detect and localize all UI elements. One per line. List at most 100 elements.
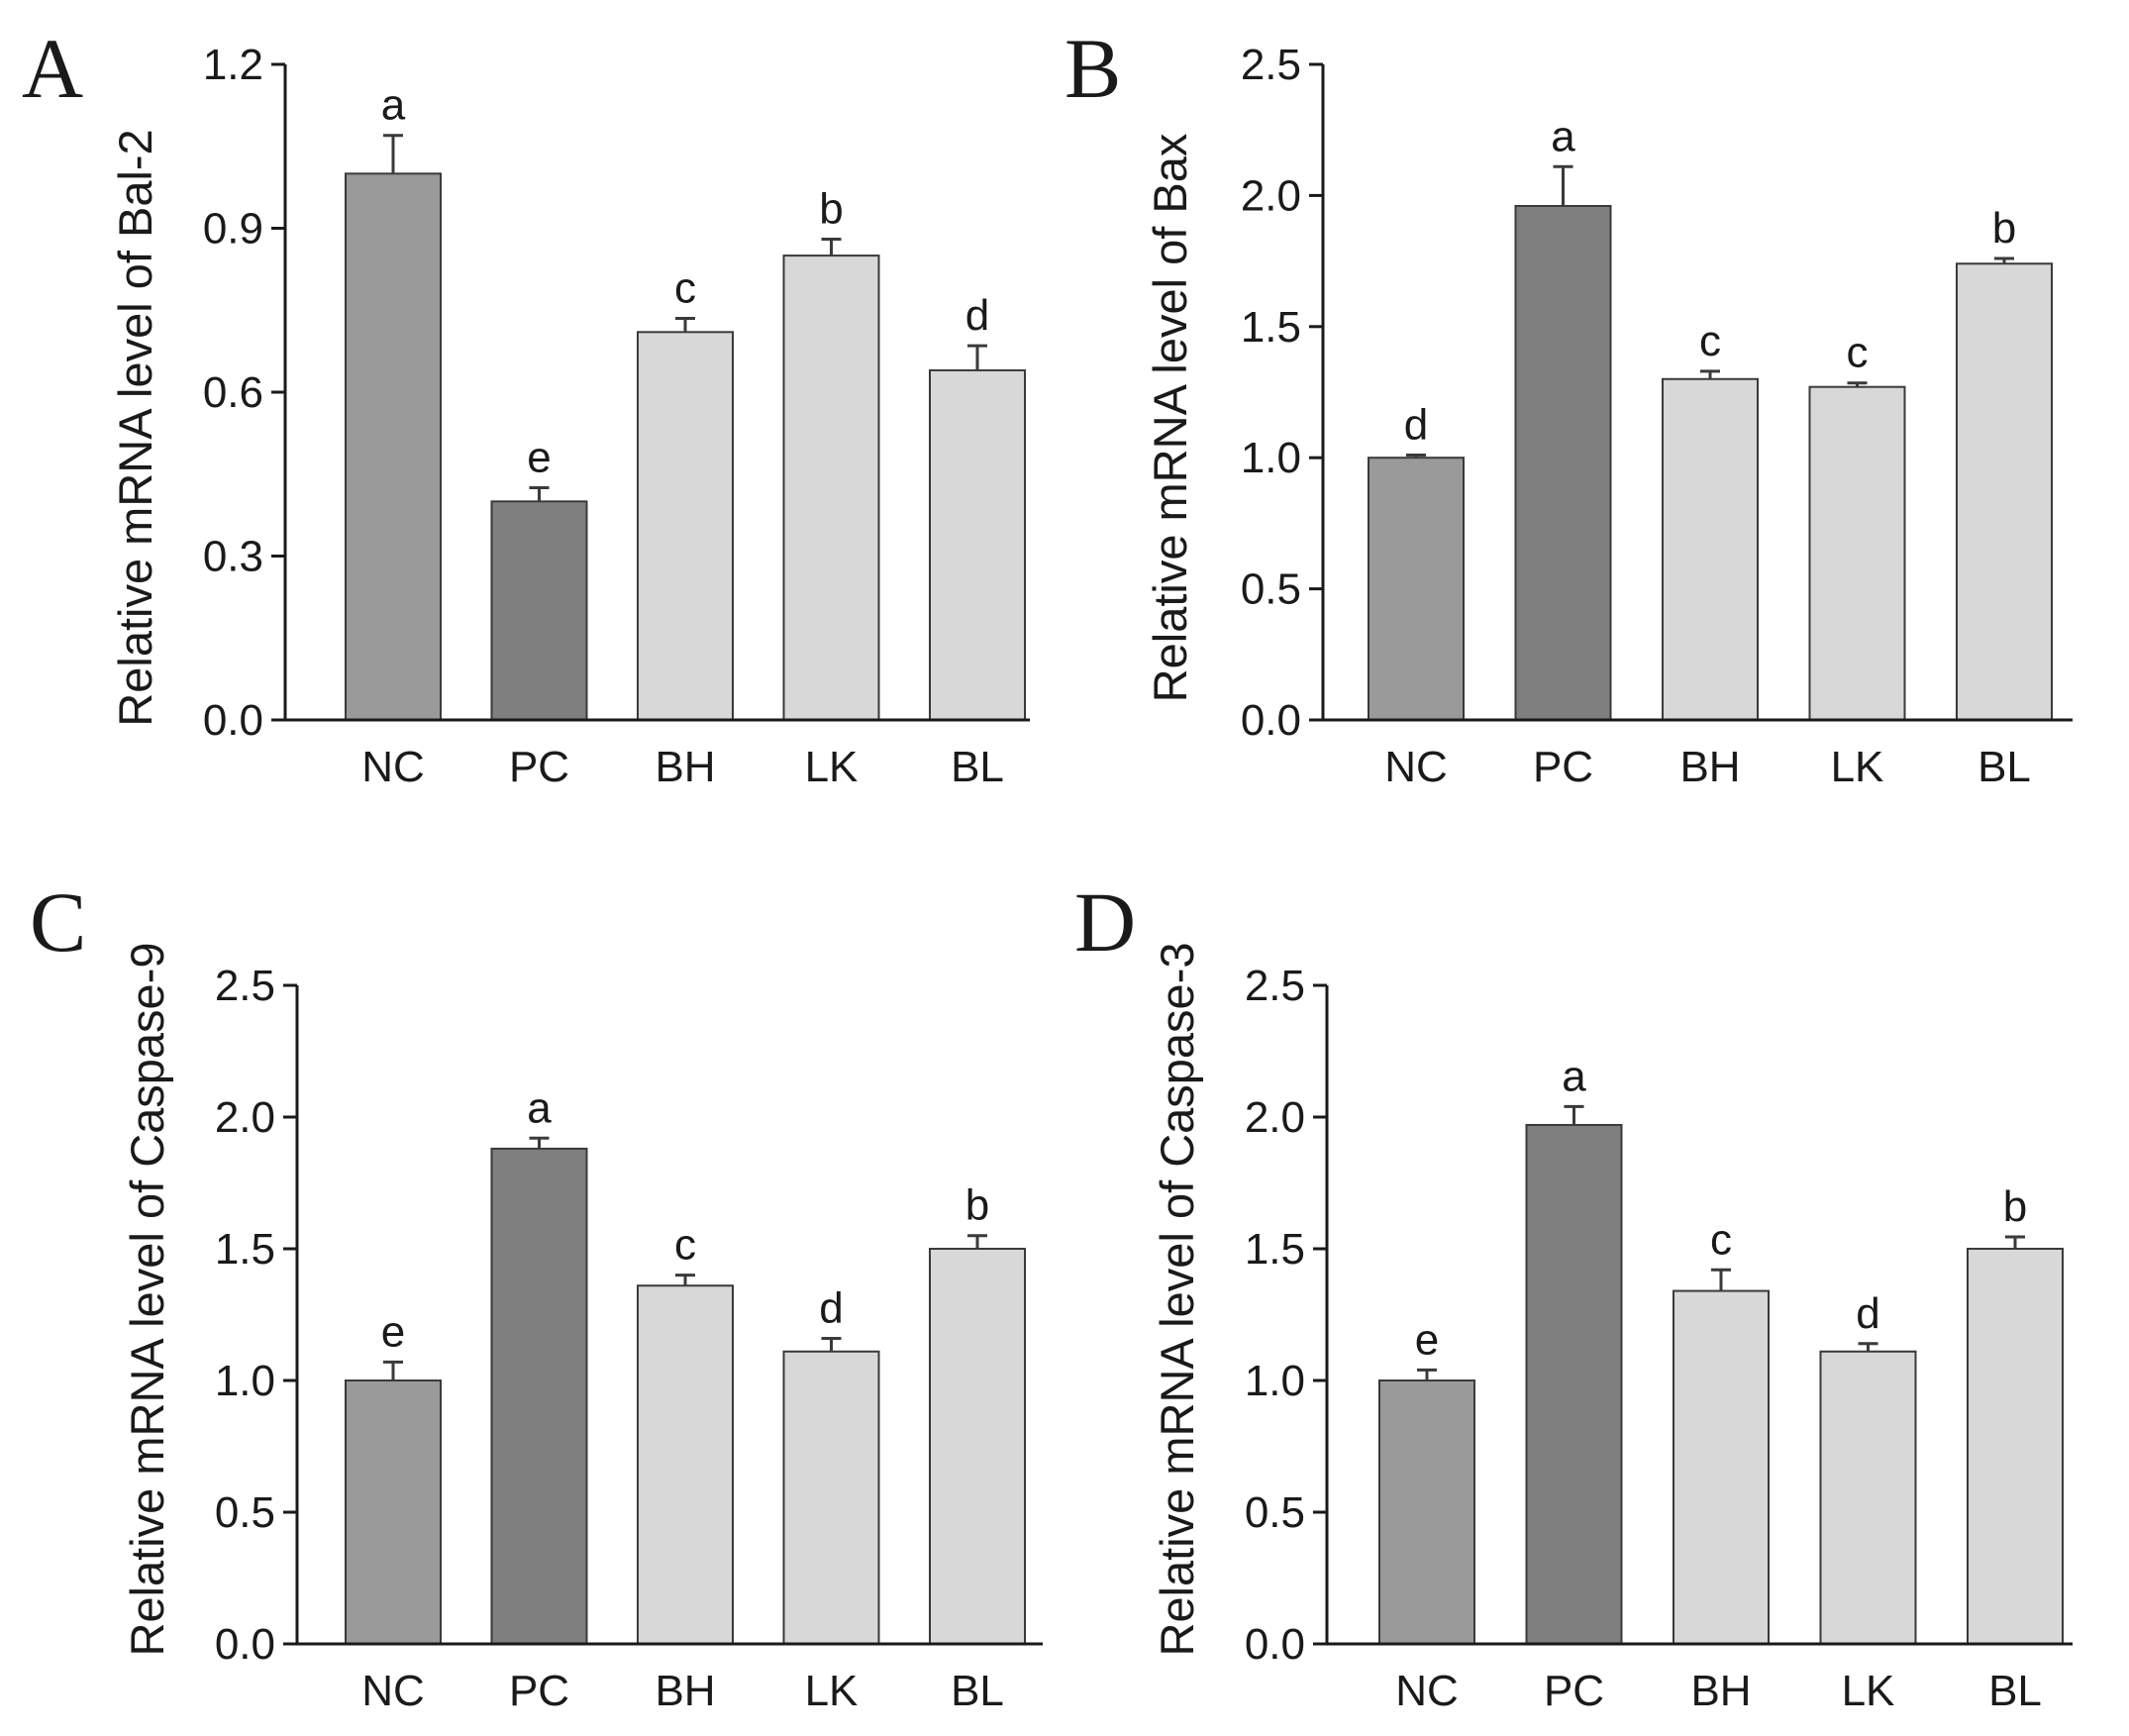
error-bar-lk	[1858, 1342, 1878, 1352]
x-tick-label: BH	[655, 743, 715, 791]
error-bar-bl	[967, 344, 987, 370]
significance-label: e	[381, 1307, 405, 1356]
y-tick-label: 1.0	[1241, 434, 1301, 482]
panel-c: C Relative mRNA level of Caspase-9 e NC a P…	[30, 874, 1043, 1715]
error-bar-nc	[383, 134, 403, 174]
error-bar-pc	[529, 1136, 550, 1149]
y-tick-label: 0.5	[215, 1488, 275, 1537]
error-bar-bh	[1711, 1268, 1731, 1291]
bar-nc	[1368, 457, 1465, 721]
bar-bl	[1956, 262, 2053, 721]
x-tick-label: BL	[1988, 1667, 2042, 1715]
error-bar-nc	[383, 1360, 403, 1380]
bar-lk	[1819, 1350, 1917, 1645]
y-tick-label: 1.0	[1245, 1357, 1305, 1405]
x-tick-label: BH	[1679, 743, 1740, 791]
x-tick-label: BL	[951, 743, 1004, 791]
panel-letter: A	[22, 21, 83, 116]
x-tick-label: PC	[509, 743, 569, 791]
x-tick-label: BH	[655, 1667, 715, 1715]
significance-label: c	[1847, 329, 1869, 377]
y-tick-label: 2.5	[1245, 962, 1305, 1010]
y-tick-label: 0.3	[203, 533, 263, 581]
y-tick-label: 2.0	[1245, 1093, 1305, 1142]
x-tick-label: NC	[1384, 743, 1448, 791]
bar-pc	[1514, 204, 1612, 721]
significance-label: a	[1562, 1052, 1586, 1100]
significance-label: b	[965, 1181, 989, 1230]
y-tick-label: 0.6	[203, 368, 263, 417]
y-tick-label: 0.0	[203, 696, 263, 745]
panel-letter: C	[30, 874, 86, 970]
plot-area: d NC a PC c BH c LK b BL 0.0 0.5 1.0 1.5 2.0 2.5	[1241, 41, 2073, 791]
bar-lk	[782, 255, 880, 721]
x-tick-label: PC	[509, 1667, 569, 1715]
y-axis-label: Relative mRNA level of Bax	[1144, 134, 1196, 703]
y-tick-label: 1.5	[1245, 1225, 1305, 1274]
x-tick-label: LK	[805, 1667, 859, 1715]
error-bar-pc	[529, 486, 550, 502]
significance-label: e	[1415, 1315, 1439, 1364]
error-bar-nc	[1406, 454, 1426, 459]
significance-label: d	[819, 1283, 843, 1332]
y-tick-label: 1.2	[203, 41, 263, 89]
error-bar-nc	[1417, 1368, 1437, 1380]
plot-area: a NC e PC c BH b LK d BL 0.0 0.3 0.6 0.9 1.2	[203, 41, 1030, 791]
significance-label: c	[674, 264, 696, 313]
bar-nc	[345, 1379, 442, 1645]
y-tick-label: 0.5	[1241, 565, 1301, 614]
y-tick-label: 2.5	[1241, 41, 1301, 89]
plot-area: e NC a PC c BH d LK b BL 0.0 0.5 1.0 1.5 2.0 2.5	[1245, 962, 2073, 1715]
error-bar-bh	[675, 317, 695, 333]
error-bar-pc	[1564, 1104, 1584, 1125]
bar-bh	[1673, 1289, 1770, 1646]
panel-a: A Relative mRNA level of Bal-2 a NC e PC c BH…	[22, 21, 1030, 791]
bar-nc	[1378, 1379, 1475, 1645]
y-tick-label: 0.0	[215, 1620, 275, 1669]
y-tick-label: 1.5	[215, 1225, 275, 1274]
error-bar-bh	[675, 1274, 695, 1286]
error-bar-lk	[821, 1336, 842, 1352]
x-tick-label: BL	[951, 1667, 1004, 1715]
significance-label: c	[1699, 317, 1721, 365]
significance-label: d	[965, 291, 989, 340]
error-bar-bl	[2005, 1235, 2025, 1249]
significance-label: b	[1992, 204, 2016, 253]
y-axis-label: Relative mRNA level of Caspase-3	[1151, 943, 1203, 1657]
significance-label: c	[1710, 1215, 1732, 1264]
y-tick-label: 0.9	[203, 205, 263, 254]
significance-label: b	[2003, 1182, 2027, 1231]
bar-bh	[1662, 377, 1759, 721]
bar-bl	[929, 1248, 1026, 1645]
error-bar-bl	[967, 1234, 987, 1249]
x-tick-label: LK	[1831, 743, 1884, 791]
significance-label: a	[381, 81, 406, 130]
y-axis-label: Relative mRNA level of Caspase-9	[121, 943, 173, 1657]
x-tick-label: NC	[1395, 1667, 1459, 1715]
y-tick-label: 0.0	[1245, 1620, 1305, 1669]
x-tick-label: PC	[1533, 743, 1593, 791]
y-tick-label: 1.5	[1241, 303, 1301, 352]
y-tick-label: 2.0	[1241, 171, 1301, 220]
plot-area: e NC a PC c BH d LK b BL 0.0 0.5 1.0 1.5 2.0 2.5	[215, 962, 1043, 1715]
y-axis-label: Relative mRNA level of Bal-2	[109, 129, 161, 726]
x-tick-label: NC	[361, 743, 425, 791]
x-tick-label: NC	[361, 1667, 425, 1715]
error-bar-lk	[821, 238, 842, 256]
panel-d: D Relative mRNA level of Caspase-3 e NC a P…	[1074, 874, 2073, 1715]
x-tick-label: PC	[1544, 1667, 1604, 1715]
significance-label: d	[1856, 1289, 1879, 1338]
error-bar-bh	[1700, 369, 1720, 379]
bar-bl	[1967, 1248, 2064, 1645]
bar-lk	[1808, 385, 1906, 721]
significance-label: c	[674, 1221, 696, 1270]
bar-nc	[345, 172, 442, 722]
bar-lk	[782, 1350, 880, 1645]
y-tick-label: 0.5	[1245, 1488, 1305, 1537]
x-tick-label: BL	[1977, 743, 2031, 791]
error-bar-lk	[1847, 381, 1868, 387]
bar-pc	[1525, 1123, 1623, 1645]
y-tick-label: 0.0	[1241, 696, 1301, 745]
significance-label: b	[819, 185, 843, 234]
bar-bh	[637, 331, 734, 721]
